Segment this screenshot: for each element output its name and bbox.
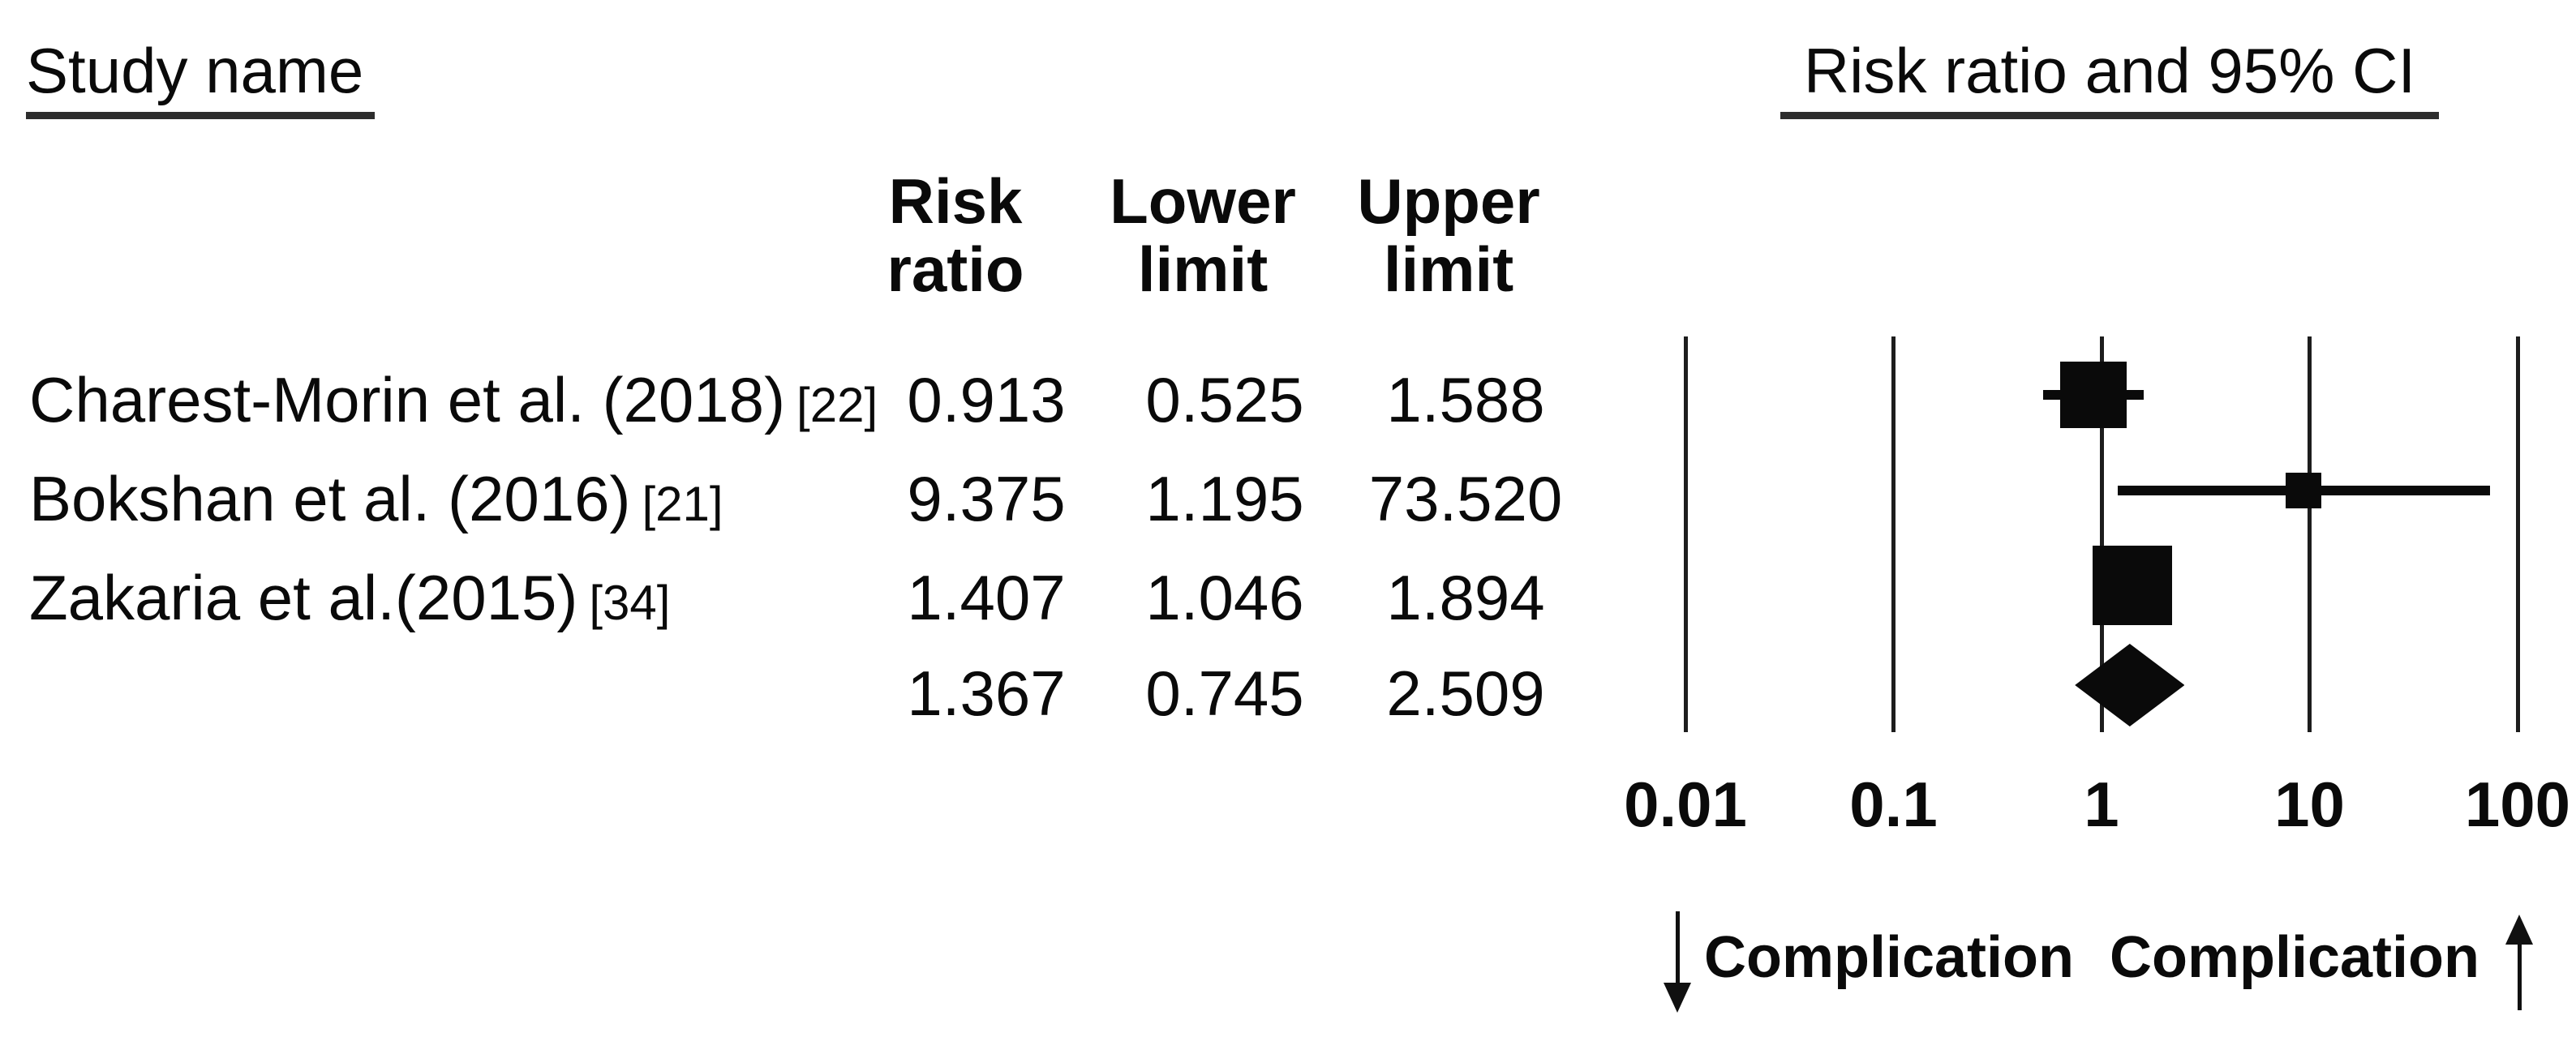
column-header-risk-ratio: Risk ratio xyxy=(793,167,1118,303)
summary-upper-limit-value: 2.509 xyxy=(1386,658,1545,729)
axis-tick-label: 0.01 xyxy=(1624,769,1747,840)
study-name-cell: Zakaria et al.(2015) [34] xyxy=(29,565,670,636)
study-name: Zakaria et al.(2015) xyxy=(29,562,578,633)
column-header-upper-limit: Upper limit xyxy=(1286,167,1611,303)
up-arrow-icon xyxy=(2518,942,2522,1010)
study-name: Bokshan et al. (2016) xyxy=(29,463,631,534)
study-name-cell: Bokshan et al. (2016) [21] xyxy=(29,466,723,537)
study-ref: [21] xyxy=(642,477,723,531)
risk-ratio-ci-header: Risk ratio and 95% CI xyxy=(1780,36,2439,119)
column-header-line: Upper xyxy=(1357,165,1540,237)
axis-gridline xyxy=(1891,336,1896,732)
risk-ratio-value: 1.407 xyxy=(907,562,1066,633)
risk-ratio-value: 0.913 xyxy=(907,364,1066,435)
axis-gridline xyxy=(1683,336,1688,732)
risk-ratio-square-marker xyxy=(2093,546,2173,625)
column-header-line: limit xyxy=(1383,234,1514,305)
favours-right-label: Complication xyxy=(2109,925,2479,990)
risk-ratio-square-marker xyxy=(2286,473,2322,508)
axis-gridline xyxy=(2515,336,2520,732)
axis-tick-label: 1 xyxy=(2084,769,2119,840)
upper-limit-value: 1.894 xyxy=(1386,562,1545,633)
column-header-line: limit xyxy=(1137,234,1269,305)
study-name: Charest-Morin et al. (2018) xyxy=(29,364,786,435)
column-header-line: Risk xyxy=(888,165,1023,237)
lower-limit-value: 1.046 xyxy=(1145,562,1304,633)
study-name-cell: Charest-Morin et al. (2018) [22] xyxy=(29,367,878,438)
risk-ratio-value: 9.375 xyxy=(907,463,1066,534)
down-arrow-icon xyxy=(1676,911,1680,986)
axis-tick-label: 100 xyxy=(2464,769,2571,840)
axis-gridline xyxy=(2308,336,2312,732)
summary-lower-limit-value: 0.745 xyxy=(1145,658,1304,729)
axis-gridline xyxy=(2099,336,2104,732)
axis-tick-label: 10 xyxy=(2274,769,2345,840)
study-name-column-header: Study name xyxy=(26,36,375,119)
up-arrow-icon xyxy=(2505,915,2533,945)
column-header-line: Lower xyxy=(1110,165,1296,237)
column-header-line: ratio xyxy=(887,234,1024,305)
lower-limit-value: 0.525 xyxy=(1145,364,1304,435)
study-ref: [22] xyxy=(796,378,878,432)
axis-tick-label: 0.1 xyxy=(1849,769,1938,840)
upper-limit-value: 1.588 xyxy=(1386,364,1545,435)
upper-limit-value: 73.520 xyxy=(1368,463,1563,534)
summary-diamond-marker xyxy=(2075,644,2185,726)
down-arrow-icon xyxy=(1664,983,1691,1013)
column-header-lower-limit: Lower limit xyxy=(1041,167,1365,303)
study-ref: [34] xyxy=(589,576,671,630)
lower-limit-value: 1.195 xyxy=(1145,463,1304,534)
favours-left-label: Complication xyxy=(1703,925,2074,990)
risk-ratio-square-marker xyxy=(2059,362,2127,428)
summary-risk-ratio-value: 1.367 xyxy=(907,658,1066,729)
